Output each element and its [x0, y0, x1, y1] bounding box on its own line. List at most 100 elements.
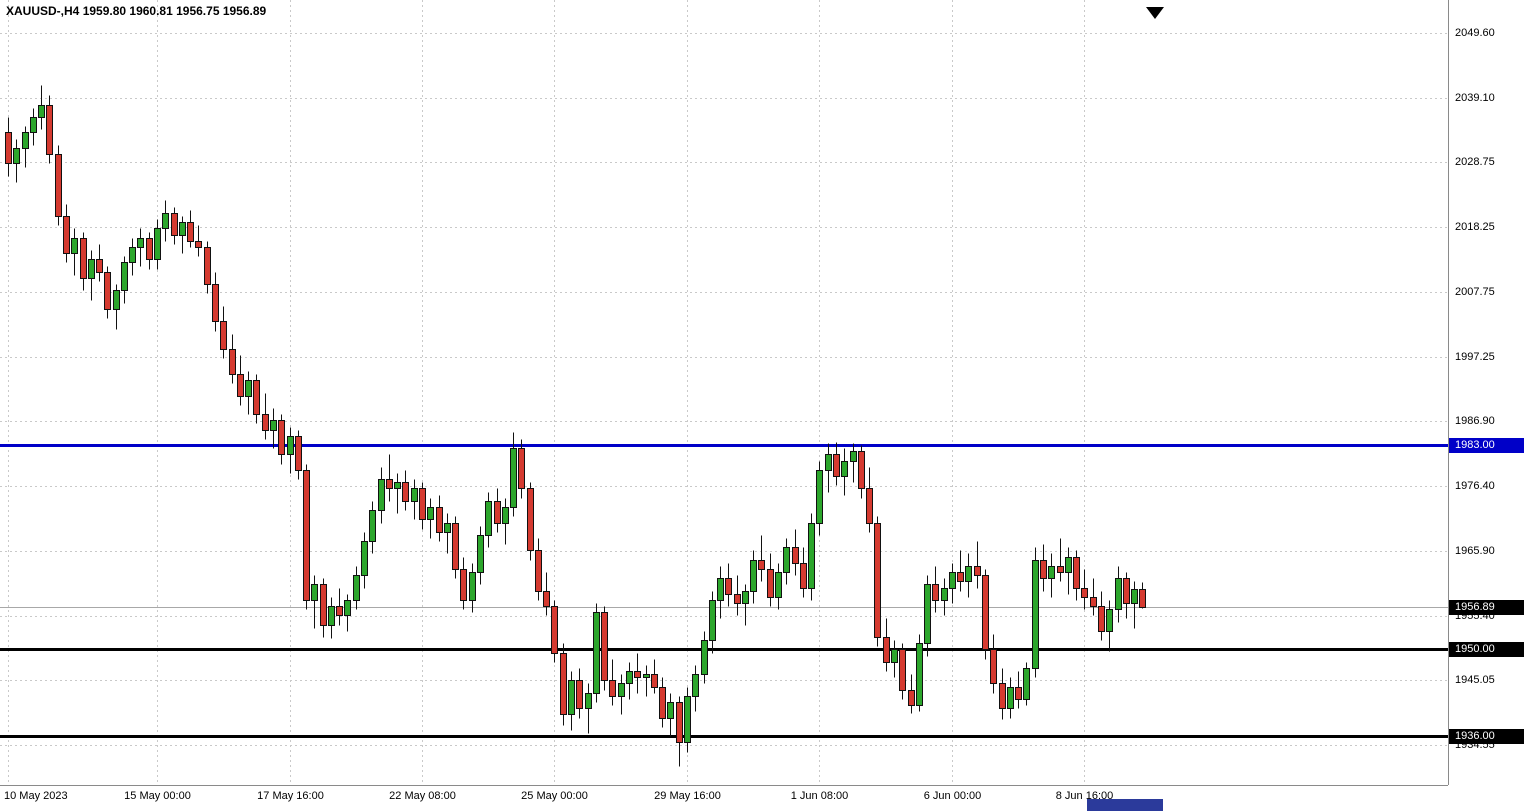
bull-candle — [328, 606, 335, 626]
bear-candle — [734, 594, 741, 604]
bear-candle — [982, 575, 989, 650]
price-flag: 1950.00 — [1449, 641, 1524, 657]
bull-candle — [30, 117, 37, 133]
bear-candle — [494, 501, 501, 524]
bull-candle — [510, 448, 517, 508]
bull-candle — [568, 680, 575, 715]
price-flag: 1956.89 — [1449, 599, 1524, 615]
bull-candle — [1007, 687, 1014, 709]
bear-candle — [195, 241, 202, 248]
bull-candle — [162, 213, 169, 229]
chart-title: XAUUSD-,H4 1959.80 1960.81 1956.75 1956.… — [6, 4, 266, 18]
bear-candle — [1057, 566, 1064, 573]
bear-candle — [551, 606, 558, 654]
bear-candle — [527, 488, 534, 551]
bear-candle — [800, 563, 807, 589]
bull-candle — [1065, 557, 1072, 573]
time-axis-label: 17 May 16:00 — [257, 790, 324, 802]
bull-candle — [477, 535, 484, 573]
bull-candle — [502, 507, 509, 524]
time-axis-label: 22 May 08:00 — [389, 790, 456, 802]
bear-candle — [229, 349, 236, 375]
bear-candle — [676, 702, 683, 743]
bear-candle — [725, 578, 732, 595]
chart-ohlc-values: 1959.80 1960.81 1956.75 1956.89 — [82, 4, 267, 18]
bear-candle — [601, 612, 608, 681]
time-axis-label: 15 May 00:00 — [124, 790, 191, 802]
bear-candle — [1015, 687, 1022, 700]
bear-candle — [543, 591, 550, 607]
bear-candle — [518, 448, 525, 489]
bull-candle — [775, 572, 782, 598]
bear-candle — [146, 238, 153, 260]
bull-candle — [808, 523, 815, 589]
bear-candle — [874, 523, 881, 638]
price-axis-label: 1965.90 — [1455, 544, 1495, 557]
bull-candle — [361, 541, 368, 576]
bear-candle — [253, 380, 260, 415]
time-axis[interactable]: 10 May 2023 15 May 00:00 17 May 16:00 22 Ma… — [0, 785, 1448, 811]
bear-candle — [659, 687, 666, 719]
price-axis-label: 2018.25 — [1455, 220, 1495, 233]
bear-candle — [990, 649, 997, 684]
price-axis-label: 1986.90 — [1455, 414, 1495, 427]
bottom-right-accent — [1087, 799, 1163, 811]
bear-candle — [5, 132, 12, 164]
time-axis-label: 29 May 16:00 — [654, 790, 721, 802]
bull-candle — [13, 148, 20, 164]
bear-candle — [560, 653, 567, 715]
bear-candle — [932, 584, 939, 601]
bear-candle — [278, 420, 285, 455]
price-flag: 1936.00 — [1449, 728, 1524, 744]
bear-candle — [46, 105, 53, 155]
bull-candle — [709, 600, 716, 641]
bear-candle — [262, 414, 269, 431]
bull-candle — [121, 262, 128, 291]
bear-candle — [104, 272, 111, 310]
bull-candle — [667, 702, 674, 719]
time-axis-label: 10 May 2023 — [4, 790, 68, 802]
bear-candle — [303, 470, 310, 601]
bull-candle — [411, 488, 418, 502]
bear-candle — [899, 649, 906, 691]
bear-candle — [171, 213, 178, 236]
bull-candle — [692, 674, 699, 697]
bull-candle — [287, 436, 294, 455]
candlestick-plot[interactable] — [0, 0, 1448, 785]
bear-candle — [336, 606, 343, 616]
bear-candle — [883, 637, 890, 663]
bull-candle — [469, 572, 476, 601]
time-axis-label: 6 Jun 00:00 — [923, 790, 982, 802]
bull-candle — [311, 584, 318, 601]
bull-candle — [850, 451, 857, 462]
bull-candle — [783, 547, 790, 573]
bull-candle — [841, 461, 848, 477]
bear-candle — [55, 154, 62, 217]
price-axis[interactable]: 2049.60 2039.10 2028.75 2018.25 2007.75 1997.… — [1448, 0, 1524, 785]
bear-candle — [460, 569, 467, 601]
price-axis-label: 2039.10 — [1455, 91, 1495, 104]
bear-candle — [866, 488, 873, 524]
chart-shift-marker-icon[interactable] — [1146, 7, 1164, 19]
bull-candle — [1032, 560, 1039, 669]
bull-candle — [1115, 578, 1122, 610]
bear-candle — [187, 222, 194, 242]
bear-candle — [237, 374, 244, 397]
bull-candle — [38, 105, 45, 118]
bear-candle — [63, 216, 70, 254]
bear-candle — [651, 674, 658, 688]
bull-candle — [717, 578, 724, 601]
price-axis-label: 1945.05 — [1455, 673, 1495, 686]
bull-candle — [394, 482, 401, 489]
bull-candle — [378, 479, 385, 511]
time-axis-label: 1 Jun 08:00 — [790, 790, 849, 802]
price-axis-label: 1976.40 — [1455, 479, 1495, 492]
bull-candle — [816, 470, 823, 524]
bull-candle — [949, 572, 956, 589]
bear-candle — [386, 479, 393, 489]
bull-candle — [344, 600, 351, 616]
bear-candle — [535, 550, 542, 592]
bull-candle — [891, 649, 898, 663]
plot-area[interactable]: XAUUSD-,H4 1959.80 1960.81 1956.75 1956.… — [0, 0, 1448, 785]
